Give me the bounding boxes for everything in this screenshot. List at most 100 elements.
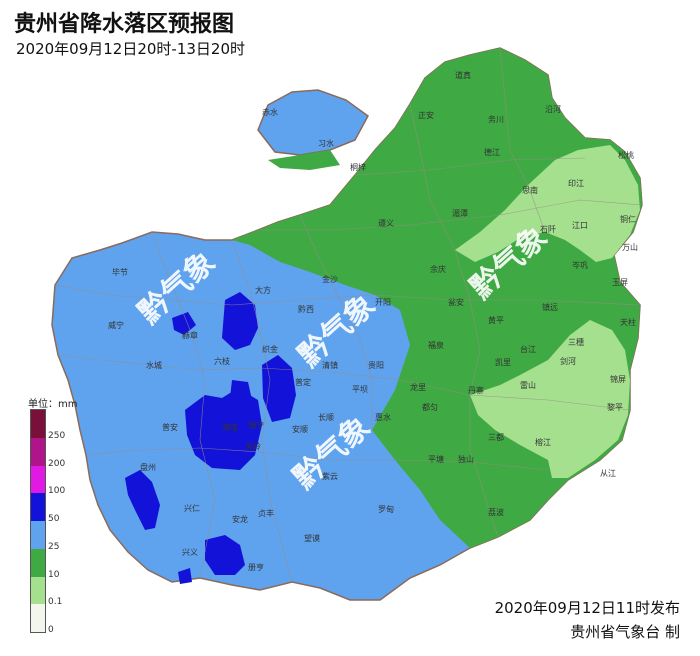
- legend-swatch: [31, 548, 45, 577]
- map-title: 贵州省降水落区预报图: [14, 12, 235, 37]
- city-label: 务川: [488, 114, 504, 124]
- city-label: 威宁: [108, 320, 124, 330]
- city-label: 台江: [520, 344, 536, 354]
- city-label: 凯里: [495, 357, 511, 367]
- city-label: 镇远: [542, 302, 558, 312]
- city-label: 都匀: [422, 402, 438, 412]
- legend-swatch: [31, 493, 45, 521]
- issue-time: 2020年09月12日11时发布: [494, 599, 680, 617]
- city-label: 沿河: [545, 104, 561, 114]
- city-label: 黎平: [607, 402, 623, 412]
- city-label: 玉屏: [612, 278, 628, 287]
- city-label: 盘州: [140, 462, 156, 472]
- region-rain-0-10-northeast: [455, 145, 640, 262]
- city-label: 赤水: [262, 107, 278, 117]
- legend-swatch: [31, 465, 45, 494]
- city-label: 黄平: [488, 315, 504, 325]
- city-label: 锦屏: [610, 374, 626, 384]
- city-label: 桐梓: [350, 162, 366, 172]
- city-label: 独山: [458, 454, 474, 464]
- city-label: 雷山: [520, 380, 536, 390]
- region-rain-50-100-a: [222, 292, 258, 350]
- city-label: 剑河: [560, 356, 576, 366]
- city-label: 望谟: [304, 533, 320, 543]
- city-label: 水城: [146, 360, 162, 370]
- legend-tick-label: 250: [48, 430, 66, 441]
- region-rain-0-10-southeast: [470, 320, 630, 478]
- city-label: 江口: [572, 221, 588, 230]
- region-rain-50-100-c: [262, 355, 296, 422]
- city-label: 余庆: [430, 264, 446, 274]
- city-label: 普安: [162, 422, 178, 432]
- city-label: 万山: [622, 242, 638, 252]
- city-label: 大方: [255, 285, 271, 295]
- region-rain-50-100-g: [205, 535, 245, 575]
- city-label: 石阡: [540, 225, 556, 234]
- city-label: 册亨: [248, 562, 264, 572]
- city-label: 长顺: [318, 412, 334, 422]
- legend-color-bar: [30, 409, 46, 633]
- city-label: 六枝: [214, 356, 230, 366]
- city-label: 黔西: [298, 304, 314, 314]
- legend-swatch: [31, 521, 45, 549]
- city-label: 平坝: [352, 385, 368, 394]
- city-label: 紫云: [322, 472, 338, 481]
- city-label: 瓮安: [448, 297, 464, 307]
- city-label: 贞丰: [258, 508, 274, 518]
- region-rain-50-100-f: [125, 470, 160, 530]
- city-label: 榕江: [535, 437, 551, 447]
- city-label: 兴义: [182, 548, 198, 557]
- map-subtitle: 2020年09月12日20时-13日20时: [16, 40, 246, 58]
- city-label: 开阳: [375, 298, 391, 307]
- city-label: 惠水: [375, 412, 391, 422]
- region-rain-50-100-h: [178, 568, 192, 584]
- legend-tick-label: 10: [48, 569, 60, 580]
- city-label: 安顺: [292, 424, 308, 434]
- city-label: 龙里: [410, 382, 426, 392]
- city-label: 道真: [455, 70, 471, 80]
- city-label: 正安: [418, 110, 434, 120]
- city-label: 习水: [318, 138, 334, 148]
- legend-swatch: [31, 604, 45, 632]
- city-label: 金沙: [322, 274, 338, 284]
- city-label: 织金: [262, 344, 278, 354]
- city-label: 毕节: [112, 267, 128, 277]
- city-label: 清镇: [322, 360, 338, 370]
- city-label: 普定: [295, 377, 311, 387]
- legend-tick-label: 0: [48, 625, 54, 635]
- legend-swatch: [31, 437, 45, 466]
- issuing-agency: 贵州省气象台 制: [570, 623, 680, 641]
- legend-tick-label: 200: [48, 458, 66, 469]
- city-label: 丹寨: [468, 385, 484, 395]
- city-label: 松桃: [618, 150, 634, 160]
- city-label: 湄潭: [452, 209, 468, 218]
- city-label: 德江: [484, 147, 500, 157]
- legend-tick-label: 100: [48, 486, 66, 497]
- city-label: 铜仁: [620, 214, 636, 224]
- city-label: 天柱: [620, 317, 636, 327]
- city-label: 三都: [488, 433, 504, 442]
- legend-tick-label: 25: [48, 541, 60, 552]
- city-label: 思南: [522, 185, 538, 195]
- city-label: 安龙: [232, 514, 248, 524]
- legend-swatch: [31, 576, 45, 605]
- city-label: 平塘: [428, 454, 444, 464]
- city-label: 赫章: [182, 330, 198, 340]
- city-label: 三穗: [568, 337, 584, 347]
- legend-unit-label: 单位：mm: [28, 399, 78, 410]
- precipitation-legend: 单位：mm 250 200 100 50 25 10 0.1 0: [8, 395, 78, 645]
- region-rain-50-100-b: [185, 388, 262, 470]
- city-label: 遵义: [378, 218, 394, 228]
- city-label: 罗甸: [378, 504, 394, 514]
- city-label: 福泉: [428, 340, 444, 350]
- county-boundaries: [54, 47, 643, 583]
- city-label: 岑巩: [572, 260, 588, 270]
- city-label: 从江: [600, 469, 616, 478]
- city-label: 镇宁: [248, 420, 264, 430]
- city-label: 兴仁: [184, 503, 200, 513]
- city-label: 印江: [568, 179, 584, 188]
- region-rain-50-100-d: [230, 380, 252, 408]
- city-label: 晴隆: [222, 422, 238, 432]
